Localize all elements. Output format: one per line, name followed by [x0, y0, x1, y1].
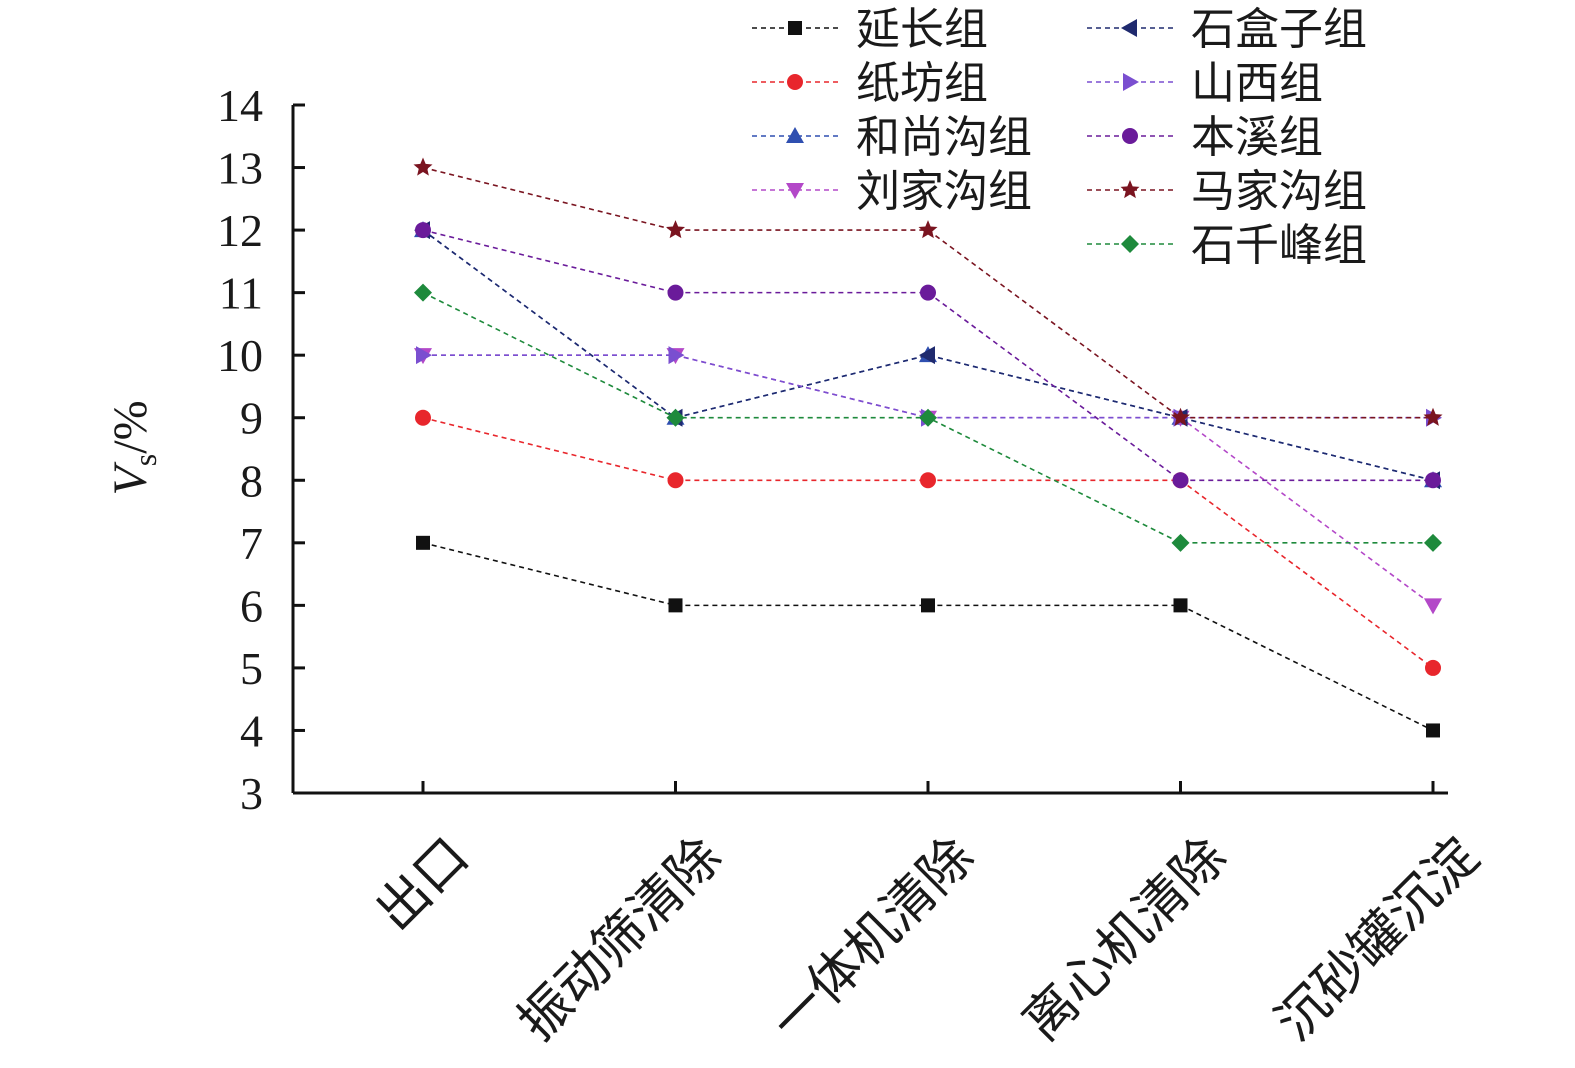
series-line	[422, 229, 1434, 482]
series-1	[416, 535, 1440, 738]
legend-item: 山西组	[1087, 58, 1323, 109]
marker-square	[788, 21, 802, 35]
y-tick-label: 5	[240, 643, 263, 694]
marker-circle	[1172, 472, 1189, 489]
y-axis-title: Vs/%	[104, 400, 163, 495]
marker-square	[668, 598, 683, 613]
y-tick-label: 12	[217, 205, 263, 256]
marker-triangle-right	[668, 346, 685, 365]
y-tick-label: 14	[217, 80, 263, 131]
marker-diamond	[1424, 533, 1442, 552]
marker-star	[665, 220, 686, 239]
marker-circle	[667, 472, 684, 489]
legend-item: 石盒子组	[1087, 4, 1367, 55]
y-axis-title-unit: /%	[104, 400, 157, 453]
legend-item: 马家沟组	[1087, 166, 1367, 217]
marker-diamond	[1121, 235, 1139, 253]
x-tick-label: 出口	[365, 826, 481, 942]
marker-diamond	[666, 408, 685, 427]
legend-item: 刘家沟组	[752, 166, 1032, 217]
series-9	[414, 283, 1442, 552]
legend-label: 马家沟组	[1191, 166, 1367, 217]
y-tick-label: 3	[240, 768, 263, 819]
x-tick-label: 离心机清除	[1012, 826, 1238, 1052]
series-line	[423, 354, 1433, 419]
marker-triangle-right	[416, 346, 432, 365]
legend-label: 本溪组	[1191, 112, 1323, 163]
marker-square	[1426, 723, 1440, 738]
legend-label: 刘家沟组	[856, 166, 1032, 217]
marker-circle	[667, 284, 684, 301]
x-tick-label: 沉砂罐沉淀	[1264, 826, 1490, 1052]
y-tick-label: 9	[240, 393, 263, 444]
series-line	[422, 416, 1434, 669]
legend-item: 纸坊组	[752, 58, 988, 109]
marker-circle	[415, 222, 431, 239]
marker-star	[1423, 407, 1443, 426]
marker-square	[416, 535, 430, 550]
y-tick-label: 4	[240, 705, 263, 756]
legend-label: 纸坊组	[856, 58, 988, 109]
y-axis-title-main: V	[104, 462, 157, 496]
legend-item: 延长组	[752, 4, 988, 55]
marker-triangle-down	[786, 183, 804, 199]
series-layer	[413, 157, 1443, 738]
series-line	[422, 166, 1433, 419]
y-tick-label: 11	[219, 268, 263, 319]
marker-triangle-left	[919, 346, 935, 365]
legend-label: 石千峰组	[1191, 220, 1367, 271]
legend-label: 山西组	[1191, 58, 1323, 109]
series-line	[422, 542, 1434, 732]
legend-label: 和尚沟组	[856, 112, 1032, 163]
marker-circle	[920, 284, 936, 301]
y-tick-label: 6	[240, 580, 263, 631]
legend-item: 和尚沟组	[752, 112, 1032, 163]
marker-diamond	[1171, 533, 1190, 552]
series-line	[422, 229, 1433, 482]
legend-item: 石千峰组	[1087, 220, 1367, 271]
marker-triangle-up	[786, 127, 804, 143]
marker-diamond	[414, 283, 432, 302]
legend-label: 石盒子组	[1191, 4, 1367, 55]
marker-star	[1120, 180, 1140, 199]
marker-square	[1173, 598, 1188, 613]
y-tick-label: 8	[240, 455, 263, 506]
marker-circle	[1122, 128, 1138, 144]
marker-star	[413, 157, 433, 176]
marker-circle	[920, 472, 936, 489]
series-7	[415, 222, 1441, 489]
marker-square	[921, 598, 935, 613]
marker-star	[918, 220, 938, 239]
y-axis-title-sub: s	[127, 454, 163, 466]
marker-circle	[1425, 659, 1441, 676]
marker-star	[1170, 407, 1191, 426]
marker-triangle-right	[1123, 73, 1139, 91]
marker-triangle-down	[1424, 598, 1442, 615]
legend-item: 本溪组	[1087, 112, 1323, 163]
y-tick-label: 13	[217, 143, 263, 194]
marker-triangle-left	[1121, 19, 1137, 37]
marker-circle	[787, 74, 803, 90]
marker-circle	[415, 409, 431, 426]
marker-diamond	[919, 408, 937, 427]
series-2	[415, 409, 1441, 676]
series-8	[413, 157, 1443, 426]
marker-circle	[1425, 472, 1441, 489]
x-tick-label: 振动筛清除	[507, 826, 733, 1052]
y-tick-label: 10	[217, 330, 263, 381]
y-tick-label: 7	[240, 518, 263, 569]
legend-label: 延长组	[856, 4, 988, 55]
x-tick-label: 一体机清除	[759, 826, 985, 1052]
